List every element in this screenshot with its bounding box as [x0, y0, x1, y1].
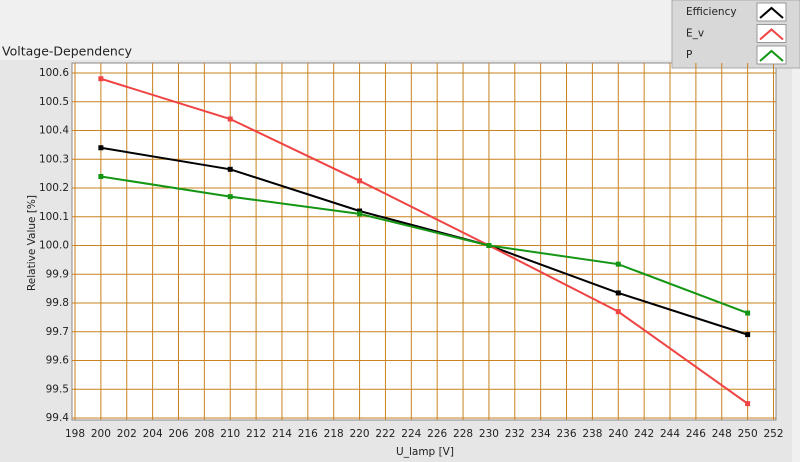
x-tick-label: 200: [91, 428, 111, 440]
x-tick-label: 216: [298, 428, 318, 440]
y-tick-label: 100.4: [39, 125, 69, 137]
x-tick-label: 222: [375, 428, 395, 440]
x-tick-label: 240: [608, 428, 628, 440]
data-point: [98, 145, 104, 151]
data-point: [745, 401, 751, 407]
x-tick-label: 242: [634, 428, 654, 440]
x-tick-label: 232: [505, 428, 525, 440]
x-axis-label: U_lamp [V]: [396, 446, 454, 458]
legend-swatch: [756, 2, 787, 22]
x-tick-label: 234: [531, 428, 551, 440]
x-tick-label: 226: [427, 428, 447, 440]
x-tick-label: 206: [168, 428, 188, 440]
y-tick-label: 100.1: [39, 211, 69, 223]
legend-swatch: [756, 24, 787, 43]
data-point: [357, 208, 363, 214]
data-point: [745, 310, 751, 316]
legend-line: [759, 49, 784, 62]
x-tick-label: 230: [479, 428, 499, 440]
y-tick-label: 99.9: [46, 268, 69, 280]
legend-swatch: [756, 45, 787, 65]
x-tick-label: 252: [763, 428, 783, 440]
y-axis-label: Relative Value [%]: [26, 195, 38, 291]
legend-label: Efficiency: [686, 6, 737, 18]
y-tick-label: 100.3: [39, 153, 69, 165]
x-tick-label: 212: [246, 428, 266, 440]
x-tick-label: 236: [557, 428, 577, 440]
data-point: [98, 174, 104, 179]
x-tick-label: 218: [324, 428, 344, 440]
data-point: [357, 211, 363, 217]
x-tick-label: 250: [738, 428, 758, 440]
chart-title: Voltage-Dependency: [2, 44, 133, 59]
data-point: [227, 194, 233, 200]
data-point: [98, 76, 104, 82]
data-point: [615, 309, 621, 315]
y-tick-label: 100.0: [39, 240, 69, 252]
data-point: [486, 243, 492, 248]
x-tick-label: 238: [582, 428, 602, 440]
x-tick-label: 204: [143, 428, 163, 440]
x-tick-label: 202: [117, 428, 137, 440]
y-tick-label: 99.7: [46, 326, 69, 338]
x-tick-label: 228: [453, 428, 473, 440]
y-tick-label: 99.4: [46, 412, 70, 424]
legend-label: E_v: [686, 28, 704, 40]
x-tick-label: 246: [686, 428, 706, 440]
y-tick-label: 99.8: [46, 297, 69, 309]
legend-line: [759, 6, 784, 19]
y-tick-label: 100.2: [39, 182, 69, 194]
x-tick-label: 198: [65, 428, 85, 440]
series-line: [100, 146, 748, 336]
y-tick-label: 99.6: [46, 355, 70, 367]
data-point: [615, 290, 621, 296]
series-line: [100, 77, 749, 405]
y-tick-label: 99.5: [46, 383, 69, 395]
data-point: [745, 332, 751, 338]
x-tick-label: 244: [660, 428, 680, 440]
x-tick-label: 224: [401, 428, 421, 440]
data-point: [615, 261, 621, 267]
y-tick-label: 100.5: [39, 96, 69, 108]
legend-line: [759, 28, 784, 41]
data-point: [357, 178, 363, 184]
data-point: [227, 116, 233, 122]
x-tick-label: 208: [194, 428, 214, 440]
series-line: [100, 175, 748, 314]
legend-label: P: [686, 49, 692, 61]
y-tick-label: 100.6: [39, 67, 69, 79]
x-tick-label: 248: [712, 428, 732, 440]
x-tick-label: 210: [220, 428, 240, 440]
x-tick-label: 220: [350, 428, 370, 440]
x-tick-label: 214: [272, 428, 292, 440]
data-point: [227, 166, 233, 172]
